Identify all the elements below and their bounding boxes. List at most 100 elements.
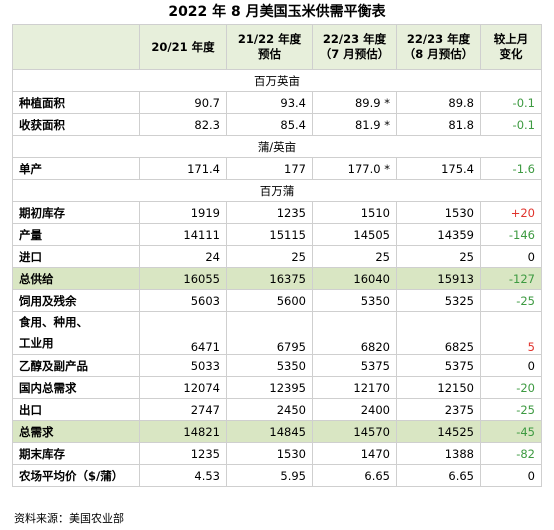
row-total-demand-value-2021: 14821 (139, 420, 227, 443)
row-exports: 出口 2747 2450 2400 2375 -25 (12, 398, 542, 421)
row-exports-value-2223-aug: 2375 (396, 398, 481, 421)
row-planted-area-label: 种植面积 (12, 91, 140, 114)
row-exports-label: 出口 (12, 398, 140, 421)
header-change-line1: 较上月 (493, 32, 529, 46)
row-fsi: 食用、种用、 工业用 6471 6795 6820 6825 5 (12, 311, 542, 355)
row-feed-residual-value-2122: 5600 (226, 289, 313, 312)
row-total-supply-change: -127 (480, 267, 542, 290)
header-2122-line2: 预估 (258, 47, 281, 61)
row-beginning-stocks-value-2223-aug: 1530 (396, 201, 481, 224)
row-farm-price-label: 农场平均价（$/蒲） (12, 464, 140, 487)
row-exports-value-2021: 2747 (139, 398, 227, 421)
row-domestic-demand-value-2021: 12074 (139, 376, 227, 399)
header-corner (12, 24, 140, 70)
row-imports-change: 0 (480, 245, 542, 268)
row-ethanol: 乙醇及副产品 5033 5350 5375 5375 0 (12, 354, 542, 377)
header-2223-jul: 22/23 年度 （7 月预估） (312, 24, 397, 70)
row-ethanol-value-2223-jul: 5375 (312, 354, 397, 377)
row-yield-value-2223-aug: 175.4 (396, 157, 481, 180)
row-fsi-label-line1: 食用、种用、 (19, 315, 88, 329)
header-2223-jul-line1: 22/23 年度 (322, 32, 387, 46)
row-yield-value-2021: 171.4 (139, 157, 227, 180)
row-harvested-area: 收获面积 82.3 85.4 81.9 * 81.8 -0.1 (12, 113, 542, 136)
row-feed-residual-value-2223-aug: 5325 (396, 289, 481, 312)
row-total-supply-value-2122: 16375 (226, 267, 313, 290)
row-production-change: -146 (480, 223, 542, 246)
row-domestic-demand-change: -20 (480, 376, 542, 399)
row-farm-price-value-2122: 5.95 (226, 464, 313, 487)
unit-row-area: 百万英亩 (12, 69, 542, 92)
header-2021-line1: 20/21 年度 (151, 39, 215, 54)
row-farm-price-value-2223-aug: 6.65 (396, 464, 481, 487)
unit-label-volume: 百万蒲 (12, 179, 542, 202)
row-fsi-value-2223-jul: 6820 (312, 311, 397, 355)
row-total-demand: 总需求 14821 14845 14570 14525 -45 (12, 420, 542, 443)
row-production-label: 产量 (12, 223, 140, 246)
row-total-demand-value-2223-jul: 14570 (312, 420, 397, 443)
corn-supply-demand-table: 20/21 年度 21/22 年度 预估 22/23 年度 （7 月预估） 22… (12, 24, 542, 487)
row-imports-value-2223-aug: 25 (396, 245, 481, 268)
row-ending-stocks: 期末库存 1235 1530 1470 1388 -82 (12, 442, 542, 465)
row-fsi-label: 食用、种用、 工业用 (12, 311, 140, 355)
row-domestic-demand-label: 国内总需求 (12, 376, 140, 399)
header-2223-aug: 22/23 年度 （8 月预估） (396, 24, 481, 70)
row-fsi-value-2021: 6471 (139, 311, 227, 355)
row-imports-value-2021: 24 (139, 245, 227, 268)
row-imports-label: 进口 (12, 245, 140, 268)
row-domestic-demand-value-2223-aug: 12150 (396, 376, 481, 399)
header-2021: 20/21 年度 (139, 24, 227, 70)
row-ending-stocks-value-2223-aug: 1388 (396, 442, 481, 465)
row-harvested-area-label: 收获面积 (12, 113, 140, 136)
row-exports-change: -25 (480, 398, 542, 421)
row-beginning-stocks-value-2021: 1919 (139, 201, 227, 224)
row-farm-price-value-2021: 4.53 (139, 464, 227, 487)
row-fsi-value-2223-aug: 6825 (396, 311, 481, 355)
row-ethanol-value-2223-aug: 5375 (396, 354, 481, 377)
row-beginning-stocks-label: 期初库存 (12, 201, 140, 224)
header-2223-jul-line2: （7 月预估） (319, 47, 390, 61)
row-production-value-2223-aug: 14359 (396, 223, 481, 246)
header-change-line2: 变化 (499, 47, 523, 61)
table-title: 2022 年 8 月美国玉米供需平衡表 (168, 4, 386, 20)
row-feed-residual-change: -25 (480, 289, 542, 312)
unit-row-volume: 百万蒲 (12, 179, 542, 202)
row-ethanol-change: 0 (480, 354, 542, 377)
row-planted-area-value-2223-aug: 89.8 (396, 91, 481, 114)
row-production-value-2122: 15115 (226, 223, 313, 246)
row-production-value-2021: 14111 (139, 223, 227, 246)
row-total-supply-value-2021: 16055 (139, 267, 227, 290)
row-beginning-stocks: 期初库存 1919 1235 1510 1530 +20 (12, 201, 542, 224)
row-total-demand-change: -45 (480, 420, 542, 443)
row-yield-value-2122: 177 (226, 157, 313, 180)
row-ending-stocks-value-2223-jul: 1470 (312, 442, 397, 465)
row-fsi-change: 5 (480, 311, 542, 355)
row-imports: 进口 24 25 25 25 0 (12, 245, 542, 268)
row-yield-change: -1.6 (480, 157, 542, 180)
row-ethanol-value-2021: 5033 (139, 354, 227, 377)
row-beginning-stocks-value-2122: 1235 (226, 201, 313, 224)
row-farm-price-change: 0 (480, 464, 542, 487)
header-2223-aug-line2: （8 月预估） (403, 47, 474, 61)
row-planted-area-value-2021: 90.7 (139, 91, 227, 114)
header-change: 较上月 变化 (480, 24, 542, 70)
row-total-demand-value-2223-aug: 14525 (396, 420, 481, 443)
row-domestic-demand: 国内总需求 12074 12395 12170 12150 -20 (12, 376, 542, 399)
row-domestic-demand-value-2122: 12395 (226, 376, 313, 399)
row-feed-residual-value-2021: 5603 (139, 289, 227, 312)
row-harvested-area-value-2223-jul: 81.9 * (312, 113, 397, 136)
row-yield: 单产 171.4 177 177.0 * 175.4 -1.6 (12, 157, 542, 180)
row-total-supply: 总供给 16055 16375 16040 15913 -127 (12, 267, 542, 290)
row-harvested-area-value-2122: 85.4 (226, 113, 313, 136)
row-planted-area-value-2223-jul: 89.9 * (312, 91, 397, 114)
row-feed-residual: 饲用及残余 5603 5600 5350 5325 -25 (12, 289, 542, 312)
row-total-demand-label: 总需求 (12, 420, 140, 443)
row-farm-price-value-2223-jul: 6.65 (312, 464, 397, 487)
row-ethanol-value-2122: 5350 (226, 354, 313, 377)
row-yield-value-2223-jul: 177.0 * (312, 157, 397, 180)
row-fsi-value-2122: 6795 (226, 311, 313, 355)
row-total-supply-value-2223-jul: 16040 (312, 267, 397, 290)
source-note: 资料来源：美国农业部 (14, 512, 124, 525)
row-beginning-stocks-value-2223-jul: 1510 (312, 201, 397, 224)
row-harvested-area-change: -0.1 (480, 113, 542, 136)
row-total-supply-value-2223-aug: 15913 (396, 267, 481, 290)
